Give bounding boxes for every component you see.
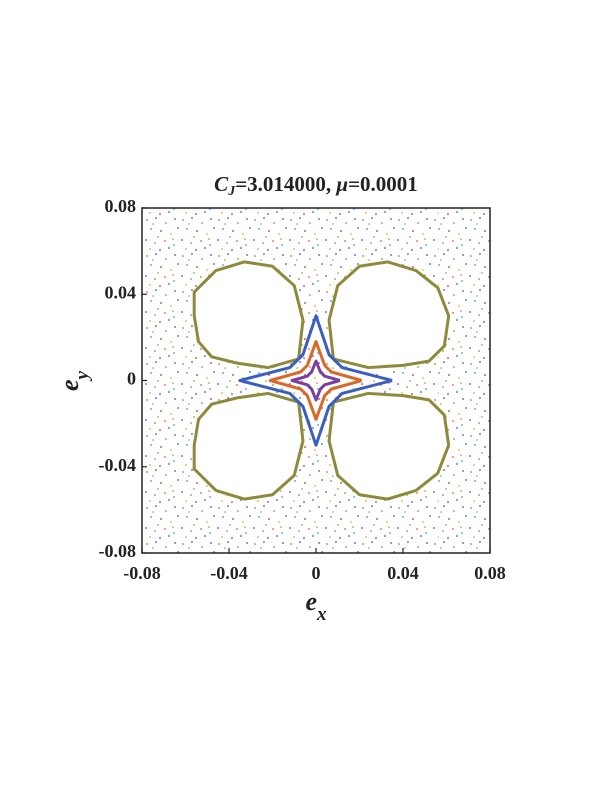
chaotic-sea	[142, 208, 490, 553]
orbit-curve	[290, 359, 341, 402]
y-tick-label: 0.08	[105, 196, 137, 216]
title-subscript: J	[227, 184, 236, 199]
x-tick-label: 0.04	[387, 563, 419, 583]
title-mu: μ	[335, 172, 348, 196]
y-tick-label: 0	[127, 369, 136, 389]
y-tick-label: -0.08	[99, 541, 137, 561]
title-text: =3.014000,	[235, 172, 336, 196]
y-tick-label: 0.04	[105, 282, 137, 302]
x-label-symbol: e	[305, 587, 317, 616]
plot-area	[142, 208, 490, 553]
y-axis-label: ey	[55, 370, 93, 391]
orbit-curve	[192, 260, 305, 370]
x-axis-label: ex	[305, 587, 327, 625]
chart-title: CJ=3.014000, μ=0.0001	[214, 172, 418, 199]
x-tick-label: -0.04	[210, 563, 248, 583]
y-label-subscript: y	[72, 370, 93, 381]
y-tick-label: -0.04	[99, 455, 137, 475]
x-tick-label: -0.08	[123, 563, 161, 583]
orbit-curve	[192, 391, 305, 501]
orbit-curve	[327, 260, 451, 370]
title-symbol: C	[214, 172, 229, 196]
x-tick-label: 0	[312, 563, 321, 583]
x-label-subscript: x	[316, 604, 327, 625]
orbit-curve	[238, 314, 393, 447]
orbit-curve	[268, 340, 363, 421]
y-label-symbol: e	[55, 379, 84, 391]
orbit-curve	[327, 391, 451, 501]
x-tick-label: 0.08	[474, 563, 506, 583]
title-text2: =0.0001	[348, 172, 418, 196]
